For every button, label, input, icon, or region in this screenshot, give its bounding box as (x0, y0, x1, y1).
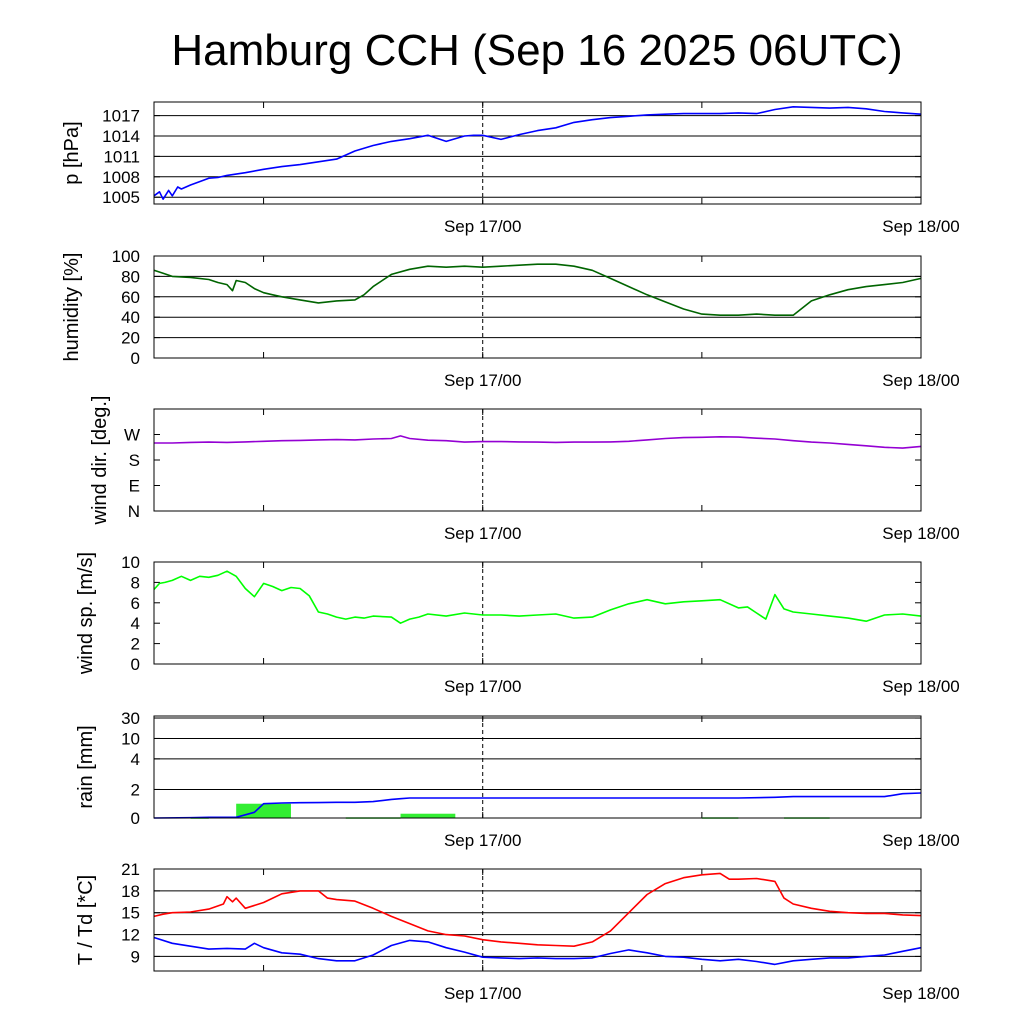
y-tick-label: 1008 (102, 168, 140, 187)
y-tick-label: 21 (121, 860, 140, 879)
y-tick-label: 1011 (103, 147, 140, 166)
plot-frame (153, 868, 922, 972)
x-tick-label: Sep 18/00 (882, 371, 960, 390)
series-line-rain_cum (153, 792, 922, 819)
plot-frame (153, 715, 922, 819)
y-tick-label: 1017 (102, 107, 140, 126)
y-tick-label: 2 (131, 780, 140, 799)
plot-frame (153, 561, 922, 665)
y-tick-label: 100 (112, 247, 140, 266)
plot-frame (153, 255, 922, 359)
y-tick-label: 4 (131, 614, 140, 633)
series-line-temperature (153, 872, 922, 948)
y-axis-label: wind sp. [m/s] (75, 552, 97, 675)
y-tick-label: 9 (131, 947, 140, 966)
x-tick-label: Sep 17/00 (444, 217, 522, 236)
x-tick-label: Sep 18/00 (882, 677, 960, 696)
y-axis-label: T / Td [*C] (75, 875, 97, 965)
y-axis-label: rain [mm] (75, 725, 97, 808)
y-tick-label: 2 (131, 635, 140, 654)
y-tick-label: 40 (121, 308, 140, 327)
y-tick-label: 0 (131, 655, 140, 674)
plot-frame (153, 101, 922, 205)
y-axis-label: wind dir. [deg.] (89, 396, 111, 526)
x-tick-label: Sep 17/00 (444, 984, 522, 1003)
y-tick-label: 0 (131, 809, 140, 828)
series-line-dewpoint (153, 936, 922, 966)
y-tick-label: W (124, 426, 140, 445)
y-tick-label: S (129, 451, 140, 470)
y-tick-label: 80 (121, 267, 140, 286)
y-tick-label: E (129, 477, 140, 496)
y-tick-label: 30 (121, 709, 140, 728)
y-tick-label: 1005 (102, 188, 140, 207)
y-tick-label: N (128, 502, 140, 521)
y-axis-label: humidity [%] (61, 253, 83, 362)
x-tick-label: Sep 18/00 (882, 831, 960, 850)
y-tick-label: 4 (131, 750, 140, 769)
x-tick-label: Sep 17/00 (444, 677, 522, 696)
y-tick-label: 10 (121, 553, 140, 572)
y-tick-label: 60 (121, 288, 140, 307)
chart-title: Hamburg CCH (Sep 16 2025 06UTC) (171, 26, 903, 75)
x-tick-label: Sep 18/00 (882, 984, 960, 1003)
series-line-wind_dir (154, 435, 922, 449)
x-tick-label: Sep 17/00 (444, 831, 522, 850)
series-line-wind_speed (153, 570, 922, 625)
series-line-humidity (153, 263, 922, 317)
y-tick-label: 10 (121, 729, 140, 748)
y-tick-label: 8 (131, 573, 140, 592)
y-tick-label: 18 (121, 882, 140, 901)
plot-frame (153, 408, 922, 512)
y-tick-label: 15 (121, 904, 140, 923)
x-tick-label: Sep 17/00 (444, 371, 522, 390)
y-tick-label: 0 (131, 349, 140, 368)
y-tick-label: 12 (121, 926, 140, 945)
rain-bar (400, 813, 456, 818)
y-tick-label: 1014 (102, 127, 140, 146)
series-line-pressure (153, 106, 922, 200)
rain-bar (236, 803, 291, 818)
y-tick-label: 6 (131, 594, 140, 613)
x-tick-label: Sep 18/00 (882, 217, 960, 236)
y-tick-label: 20 (121, 329, 140, 348)
y-axis-label: p [hPa] (61, 121, 83, 184)
x-tick-label: Sep 17/00 (444, 524, 522, 543)
x-tick-label: Sep 18/00 (882, 524, 960, 543)
